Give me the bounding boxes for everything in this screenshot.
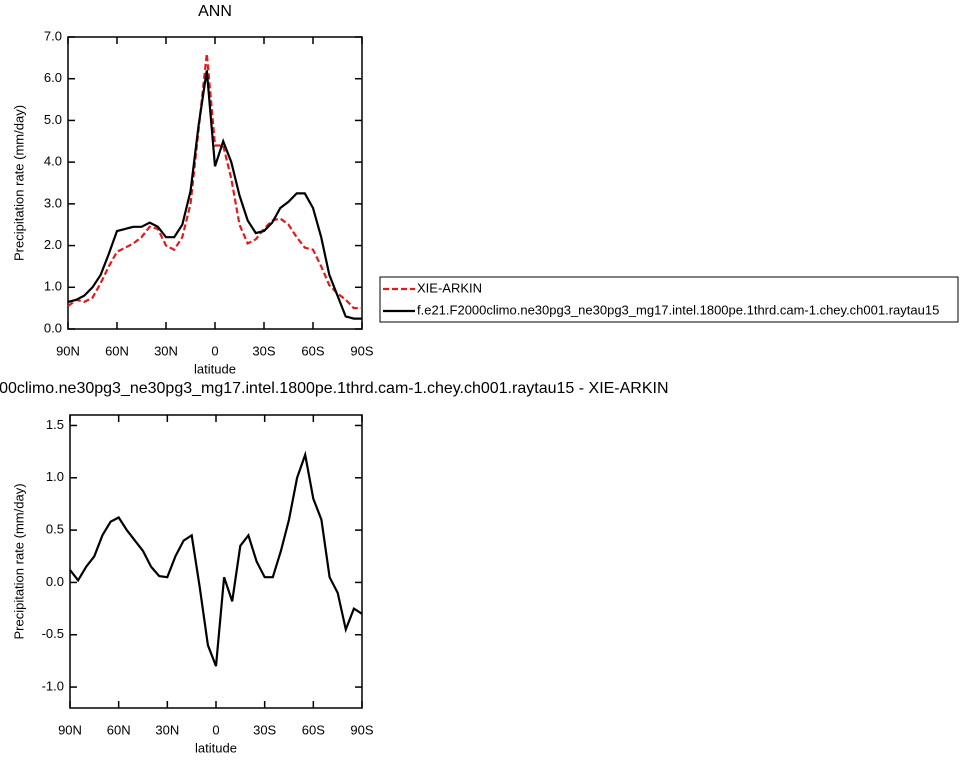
plot-frame [67, 36, 363, 330]
x-axis-label: latitude [194, 361, 236, 376]
legend-box [379, 276, 959, 323]
y-tick-label: 3.0 [44, 195, 62, 210]
x-tick-label: 30S [253, 722, 276, 737]
x-tick-label: 60S [301, 343, 324, 358]
x-tick-label: 30N [154, 343, 178, 358]
data-line [67, 53, 362, 310]
legend-label: f.e21.F2000climo.ne30pg3_ne30pg3_mg17.in… [417, 302, 939, 317]
y-tick-label: 0.0 [46, 574, 64, 589]
x-tick-label: 0 [211, 343, 218, 358]
x-tick-label: 90S [350, 722, 373, 737]
x-tick-label: 60S [302, 722, 325, 737]
y-tick-label: 5.0 [44, 112, 62, 127]
x-tick-label: 60N [105, 343, 129, 358]
y-tick-label: -1.0 [42, 679, 64, 694]
x-tick-label: 0 [212, 722, 219, 737]
x-axis-label: latitude [195, 740, 237, 755]
y-tick-label: 2.0 [44, 237, 62, 252]
chart-title: f.e21.F2000climo.ne30pg3_ne30pg3_mg17.in… [0, 380, 669, 397]
y-tick-label: 0.5 [46, 522, 64, 537]
x-tick-label: 90N [56, 343, 80, 358]
y-tick-label: 1.0 [46, 469, 64, 484]
y-tick-label: 0.0 [44, 320, 62, 335]
x-tick-label: 30S [252, 343, 275, 358]
x-tick-label: 60N [107, 722, 131, 737]
y-tick-label: 1.0 [44, 279, 62, 294]
y-tick-label: 1.5 [46, 417, 64, 432]
y-tick-label: 7.0 [44, 28, 62, 43]
chart-title: ANN [198, 3, 232, 20]
y-tick-label: 4.0 [44, 154, 62, 169]
y-tick-label: -0.5 [42, 626, 64, 641]
y-axis-label: Precipitation rate (mm/day) [11, 105, 26, 261]
y-axis-label: Precipitation rate (mm/day) [11, 483, 26, 639]
x-tick-label: 90N [58, 722, 82, 737]
data-line [67, 70, 362, 320]
legend-label: XIE-ARKIN [417, 280, 482, 295]
x-tick-label: 90S [350, 343, 373, 358]
y-tick-label: 6.0 [44, 70, 62, 85]
data-line [69, 450, 363, 667]
x-tick-label: 30N [155, 722, 179, 737]
